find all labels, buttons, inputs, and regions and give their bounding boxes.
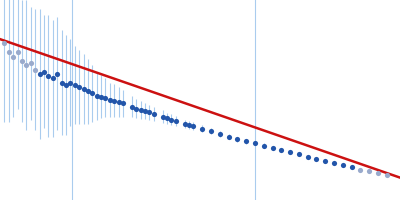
Point xyxy=(234,138,240,141)
Point xyxy=(50,77,56,80)
Point xyxy=(98,95,104,98)
Point xyxy=(41,70,47,73)
Point xyxy=(296,153,302,156)
Point xyxy=(313,157,320,160)
Point xyxy=(340,164,346,167)
Point xyxy=(28,61,34,65)
Point xyxy=(287,151,293,154)
Point xyxy=(111,99,118,102)
Point xyxy=(72,83,78,86)
Point xyxy=(14,51,21,54)
Point xyxy=(160,115,166,118)
Point xyxy=(216,132,223,136)
Point xyxy=(304,155,311,158)
Point xyxy=(85,90,91,93)
Point xyxy=(225,135,232,138)
Point xyxy=(120,102,126,105)
Point xyxy=(102,96,109,99)
Point xyxy=(107,98,113,102)
Point xyxy=(190,124,197,128)
Point xyxy=(6,51,12,54)
Point xyxy=(208,130,214,133)
Point xyxy=(173,119,179,122)
Point xyxy=(151,112,157,116)
Point xyxy=(138,108,144,112)
Point xyxy=(260,144,267,147)
Point xyxy=(168,118,175,121)
Point xyxy=(269,146,276,149)
Point xyxy=(331,161,337,165)
Point xyxy=(32,68,38,71)
Point xyxy=(243,140,249,143)
Point xyxy=(142,109,148,112)
Point xyxy=(129,105,135,108)
Point xyxy=(384,173,390,176)
Point xyxy=(58,81,65,84)
Point xyxy=(146,111,153,114)
Point xyxy=(80,88,87,91)
Point xyxy=(116,101,122,104)
Point xyxy=(23,64,30,67)
Point xyxy=(36,72,43,76)
Point xyxy=(10,55,16,58)
Point xyxy=(322,159,328,162)
Point xyxy=(278,148,284,152)
Point xyxy=(89,92,96,95)
Point xyxy=(63,83,69,86)
Point xyxy=(54,72,60,76)
Point xyxy=(348,166,355,169)
Point xyxy=(45,74,52,78)
Point xyxy=(366,170,372,173)
Point xyxy=(199,127,205,130)
Point xyxy=(19,59,25,62)
Point xyxy=(76,85,82,89)
Point xyxy=(133,107,140,110)
Point xyxy=(375,171,381,175)
Point xyxy=(186,124,192,127)
Point xyxy=(94,94,100,97)
Point xyxy=(67,81,74,84)
Point xyxy=(357,168,364,171)
Point xyxy=(252,142,258,145)
Point xyxy=(164,117,170,120)
Point xyxy=(1,42,8,45)
Point xyxy=(182,122,188,126)
